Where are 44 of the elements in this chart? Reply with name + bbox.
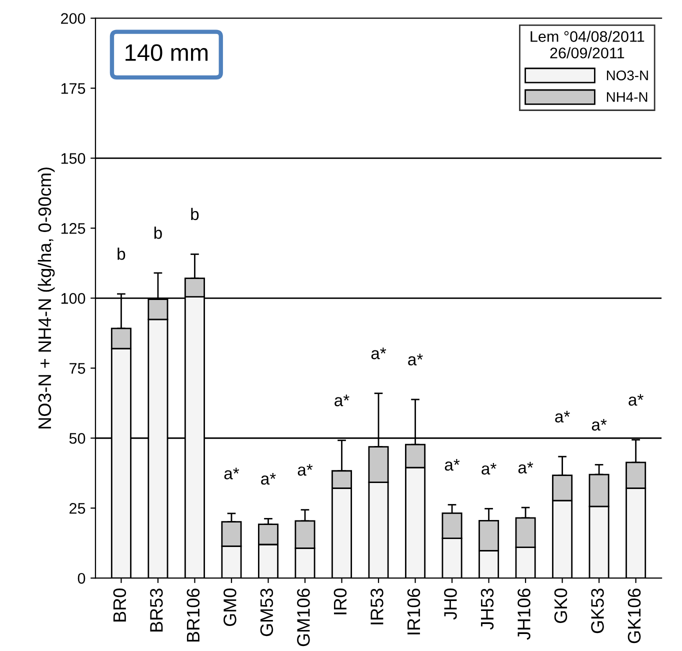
y-axis-title: NO3-N + NH4-N (kg/ha, 0-90cm) [38,168,55,428]
x-tick-label: GK106 [628,588,641,644]
y-tick-label: 25 [70,502,86,514]
annotation: b [191,208,199,220]
x-tick-label: JH106 [518,588,530,640]
annotation: a* [408,354,423,366]
annotation: b [118,248,126,260]
annotation: a* [371,348,386,360]
legend-label: NH4-N [606,92,648,102]
y-tick-label: 50 [69,432,86,444]
x-tick-label: BR106 [186,588,200,642]
y-tick-label: 0 [78,572,86,584]
annotation: a* [444,459,460,471]
x-tick-label: GM0 [224,588,236,626]
x-tick-label: BR0 [113,588,126,622]
annotation: a* [482,462,496,475]
y-tick-label: 150 [61,153,86,164]
x-tick-label: IR0 [334,588,347,614]
annotation: a* [298,464,313,476]
annotation: a* [628,394,644,406]
legend-label: NO3-N [606,70,648,80]
x-tick-label: IR53 [370,588,384,624]
annotation: 140 mm [126,44,208,61]
y-tick-label: 175 [61,83,86,94]
annotation: a* [592,419,607,431]
annotation: a* [261,473,276,485]
x-tick-label: GM106 [297,588,310,646]
y-tick-label: 125 [61,223,86,234]
x-tick-label: GK53 [591,588,604,634]
y-tick-label: 100 [61,293,86,304]
legend-title: Lem °04/08/2011 26/09/2011 [530,30,644,58]
x-tick-label: JH53 [480,588,494,630]
x-tick-label: GK0 [554,588,568,624]
x-tick-label: GM53 [260,588,274,636]
annotation: a* [334,394,350,406]
y-tick-label: 200 [61,13,86,24]
x-tick-label: BR53 [150,588,163,632]
annotation: a* [555,410,570,423]
annotation: a* [224,468,240,480]
annotation: a* [518,462,534,474]
y-tick-label: 75 [70,363,86,374]
x-tick-label: JH0 [444,588,457,620]
annotation: b [154,226,162,239]
x-tick-label: IR106 [407,588,420,634]
